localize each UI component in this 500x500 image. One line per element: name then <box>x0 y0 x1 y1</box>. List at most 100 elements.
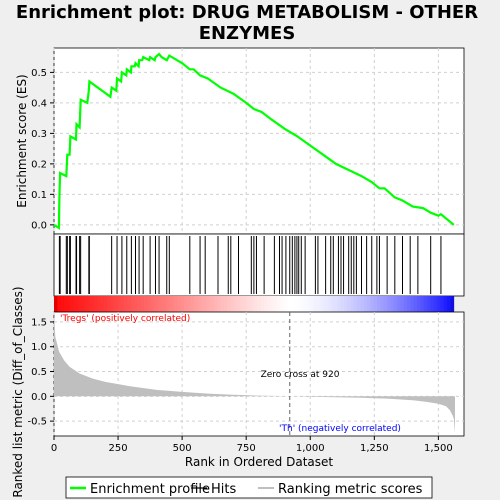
color-bar-segment <box>137 296 142 312</box>
color-bar-segment <box>337 296 341 312</box>
color-bar-segment <box>110 296 115 312</box>
color-bar-segment <box>77 296 82 312</box>
es-tick-label: 0.0 <box>31 220 47 231</box>
color-bar-segment <box>333 296 338 312</box>
color-bar-segment <box>430 296 435 312</box>
color-bar-segment <box>157 296 161 312</box>
legend-hits-label: Hits <box>211 482 236 497</box>
color-bar-segment <box>393 296 398 312</box>
ranking-y-ticks: -0.5 0.0 0.5 1.0 1.5 <box>27 317 54 428</box>
color-bar-segment <box>403 296 408 312</box>
color-bar-segment <box>390 296 395 312</box>
color-bar-segment <box>190 296 195 312</box>
color-bar-segment <box>280 296 285 312</box>
color-bar-segment <box>317 296 321 312</box>
es-ylabel: Enrichment score (ES) <box>15 74 29 207</box>
color-bar-segment <box>277 296 281 312</box>
color-bar-segment <box>230 296 235 312</box>
x-tick-label: 1,500 <box>424 443 453 454</box>
color-bar-segment <box>223 296 228 312</box>
color-bar-segment <box>380 296 385 312</box>
color-bar-segment <box>133 296 138 312</box>
color-bar-segment <box>300 296 305 312</box>
color-bar-segment <box>63 296 68 312</box>
color-bar-segment <box>327 296 331 312</box>
color-bar-segment <box>103 296 108 312</box>
color-bar-segment <box>197 296 201 312</box>
color-bar-segment <box>217 296 221 312</box>
x-tick-label: 250 <box>109 443 128 454</box>
color-bar-segment <box>330 296 335 312</box>
color-bar-segment <box>400 296 405 312</box>
es-panel <box>53 47 465 235</box>
color-bar-segment <box>360 296 365 312</box>
color-bar-segment <box>227 296 231 312</box>
ranking-ylabel: Ranked list metric (Diff_of_Classes) <box>11 286 25 497</box>
color-bar-segment <box>57 296 62 312</box>
color-bar-segment <box>187 296 191 312</box>
color-bar-segment <box>107 296 112 312</box>
color-bar-segment <box>257 296 261 312</box>
color-bar-segment <box>237 296 241 312</box>
legend-enrichment-label: Enrichment profile <box>90 482 210 497</box>
color-bar-segment <box>283 296 288 312</box>
color-bar-segment <box>417 296 421 312</box>
color-bar-segment <box>183 296 188 312</box>
color-bar-segment <box>153 296 158 312</box>
color-bar-segment <box>353 296 358 312</box>
color-bar-segment <box>307 296 311 312</box>
color-bar-segment <box>167 296 171 312</box>
color-bar-segment <box>97 296 102 312</box>
chart-title-line2: ENZYMES <box>199 23 296 44</box>
color-bar-segment <box>423 296 428 312</box>
color-bar-segment <box>347 296 351 312</box>
ranking-tick-label: 1.5 <box>31 317 47 328</box>
color-bar-segment <box>87 296 92 312</box>
color-bar-segment <box>247 296 251 312</box>
color-bar-segment <box>367 296 371 312</box>
color-bar-segment <box>343 296 348 312</box>
x-tick-label: 500 <box>173 443 192 454</box>
color-bar-segment <box>363 296 368 312</box>
hit-marks <box>58 236 442 294</box>
color-bar-segment <box>447 296 451 312</box>
ranking-tick-label: 1.0 <box>31 342 47 353</box>
color-bar-segment <box>387 296 391 312</box>
negative-class-label: 'Th' (negatively correlated) <box>279 424 401 434</box>
color-bar-segment <box>273 296 278 312</box>
color-bar-segment <box>207 296 211 312</box>
color-bar-segment <box>250 296 255 312</box>
color-bar-segment <box>213 296 218 312</box>
color-bar-segment <box>357 296 361 312</box>
legend: Enrichment profile Hits Ranking metric s… <box>65 476 433 499</box>
color-bar-segment <box>297 296 301 312</box>
color-bar-segment <box>260 296 265 312</box>
color-bar-segment <box>170 296 175 312</box>
color-bar-segment <box>200 296 205 312</box>
color-bar-segment <box>54 296 58 312</box>
color-bar-segment <box>310 296 315 312</box>
color-bar-segment <box>350 296 355 312</box>
color-bar-segment <box>73 296 78 312</box>
color-bar-segment <box>90 296 95 312</box>
color-bar-segment <box>70 296 75 312</box>
color-bar-segment <box>83 296 88 312</box>
x-tick-label: 1,000 <box>296 443 325 454</box>
es-grid <box>53 48 464 234</box>
color-bar-segment <box>100 296 105 312</box>
zero-cross-label: Zero cross at 920 <box>261 370 340 380</box>
color-bar-segment <box>117 296 122 312</box>
color-bar-segment <box>173 296 178 312</box>
color-bar-segment <box>410 296 415 312</box>
enrichment-profile-line <box>53 52 455 230</box>
chart-title-line1: Enrichment plot: DRUG METABOLISM - OTHER <box>16 2 478 23</box>
color-bar-segment <box>93 296 98 312</box>
color-bar-segment <box>340 296 345 312</box>
legend-ranking-label: Ranking metric scores <box>278 482 423 497</box>
color-bar-segment <box>233 296 238 312</box>
color-bar-segment <box>373 296 378 312</box>
color-bar-segment <box>313 296 318 312</box>
color-bar-segment <box>210 296 215 312</box>
color-bar-segment <box>253 296 258 312</box>
color-bar-segment <box>443 296 448 312</box>
